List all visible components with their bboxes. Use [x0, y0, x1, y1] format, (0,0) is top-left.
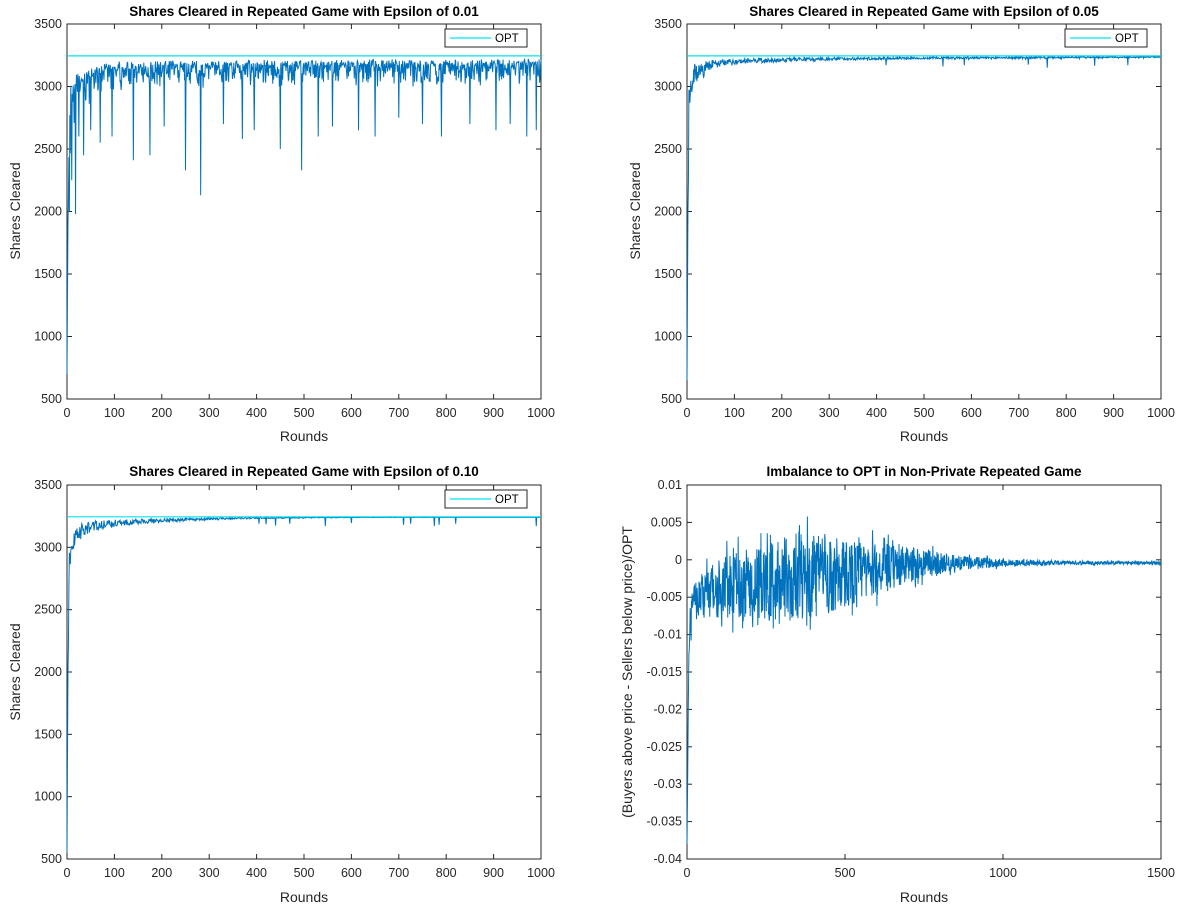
y-tick-label: 3000: [34, 540, 62, 554]
subplot-epsilon-001: Shares Cleared in Repeated Game with Eps…: [7, 4, 555, 444]
y-tick-label: -0.025: [647, 740, 682, 754]
x-tick-label: 900: [1103, 406, 1124, 420]
legend: OPT: [444, 28, 528, 48]
y-tick-label: 500: [41, 852, 62, 866]
x-tick-label: 300: [199, 406, 220, 420]
y-tick-label: 3000: [34, 80, 62, 94]
subplot-epsilon-010: Shares Cleared in Repeated Game with Eps…: [7, 464, 555, 905]
subplot-title: Shares Cleared in Repeated Game with Eps…: [129, 464, 479, 479]
x-axis-label: Rounds: [900, 889, 948, 905]
x-axis-label: Rounds: [280, 889, 328, 905]
x-tick-label: 500: [294, 866, 315, 880]
y-tick-label: -0.02: [654, 702, 683, 716]
y-tick-label: 0.005: [651, 515, 682, 529]
y-tick-label: 2500: [34, 142, 62, 156]
x-tick-label: 200: [151, 866, 172, 880]
subplot-title: Imbalance to OPT in Non-Private Repeated…: [766, 464, 1082, 479]
y-tick-label: 3500: [34, 17, 62, 31]
x-tick-label: 400: [866, 406, 887, 420]
x-tick-label: 700: [388, 866, 409, 880]
y-tick-label: 500: [661, 392, 682, 406]
y-tick-label: 0: [675, 553, 682, 567]
x-tick-label: 500: [914, 406, 935, 420]
x-tick-label: 100: [724, 406, 745, 420]
y-tick-label: 500: [41, 392, 62, 406]
y-axis-label: (Buyers above price - Sellers below pric…: [619, 526, 635, 818]
x-tick-label: 900: [483, 406, 504, 420]
y-axis-label: Shares Cleared: [7, 162, 23, 259]
x-tick-label: 400: [246, 866, 267, 880]
x-tick-label: 300: [819, 406, 840, 420]
x-tick-label: 500: [294, 406, 315, 420]
x-tick-label: 800: [436, 406, 457, 420]
y-tick-label: 2500: [654, 142, 682, 156]
x-tick-label: 200: [771, 406, 792, 420]
x-tick-label: 400: [246, 406, 267, 420]
y-tick-label: 3500: [34, 478, 62, 492]
x-axis-label: Rounds: [900, 428, 948, 444]
y-tick-label: 2000: [34, 665, 62, 679]
y-tick-label: 1500: [34, 727, 62, 741]
x-tick-label: 0: [64, 406, 71, 420]
y-tick-label: -0.03: [654, 777, 683, 791]
y-axis-label: Shares Cleared: [627, 162, 643, 259]
x-tick-label: 600: [341, 866, 362, 880]
legend: OPT: [1064, 28, 1148, 48]
x-tick-label: 100: [104, 866, 125, 880]
y-tick-label: 3000: [654, 80, 682, 94]
x-tick-label: 1000: [1147, 406, 1175, 420]
y-tick-label: 0.01: [658, 478, 682, 492]
x-tick-label: 300: [199, 866, 220, 880]
series-line: [66, 57, 542, 375]
y-tick-label: 1500: [654, 267, 682, 281]
subplot-imbalance: Imbalance to OPT in Non-Private Repeated…: [619, 464, 1175, 905]
y-tick-label: 2000: [654, 205, 682, 219]
x-tick-label: 700: [1008, 406, 1029, 420]
subplot-epsilon-005: Shares Cleared in Repeated Game with Eps…: [627, 4, 1175, 444]
subplot-title: Shares Cleared in Repeated Game with Eps…: [749, 4, 1099, 19]
y-tick-label: -0.035: [647, 815, 682, 829]
y-tick-label: 2500: [34, 603, 62, 617]
legend-label: OPT: [495, 494, 519, 506]
y-tick-label: 1000: [34, 330, 62, 344]
series-line: [66, 516, 541, 853]
x-tick-label: 1000: [527, 866, 555, 880]
x-tick-label: 900: [483, 866, 504, 880]
y-axis-label: Shares Cleared: [7, 623, 23, 720]
y-tick-label: 1000: [34, 790, 62, 804]
x-tick-label: 1500: [1147, 866, 1175, 880]
x-tick-label: 800: [436, 866, 457, 880]
series-line: [686, 516, 1162, 845]
x-tick-label: 0: [684, 866, 691, 880]
x-tick-label: 0: [64, 866, 71, 880]
subplot-title: Shares Cleared in Repeated Game with Eps…: [129, 4, 479, 19]
y-tick-label: -0.01: [654, 628, 683, 642]
x-tick-label: 100: [104, 406, 125, 420]
x-axis-label: Rounds: [280, 428, 328, 444]
x-tick-label: 1000: [527, 406, 555, 420]
x-tick-label: 1000: [989, 866, 1017, 880]
legend: OPT: [444, 489, 528, 509]
legend-label: OPT: [1115, 33, 1139, 45]
y-tick-label: 2000: [34, 205, 62, 219]
x-tick-label: 0: [684, 406, 691, 420]
x-tick-label: 700: [388, 406, 409, 420]
series-line: [686, 54, 1162, 381]
y-tick-label: 1500: [34, 267, 62, 281]
x-tick-label: 200: [151, 406, 172, 420]
y-tick-label: -0.005: [647, 590, 682, 604]
x-tick-label: 500: [835, 866, 856, 880]
legend-label: OPT: [495, 33, 519, 45]
x-tick-label: 600: [961, 406, 982, 420]
x-tick-label: 800: [1056, 406, 1077, 420]
y-tick-label: 1000: [654, 330, 682, 344]
y-tick-label: -0.015: [647, 665, 682, 679]
x-tick-label: 600: [341, 406, 362, 420]
y-tick-label: -0.04: [654, 852, 683, 866]
y-tick-label: 3500: [654, 17, 682, 31]
